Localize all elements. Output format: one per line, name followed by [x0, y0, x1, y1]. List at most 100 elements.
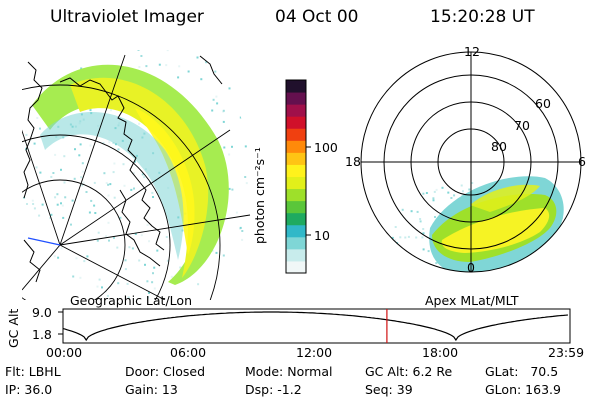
- meridian-line: [22, 124, 61, 246]
- speckle-pixel: [197, 283, 200, 286]
- speckle-pixel: [81, 184, 84, 187]
- speckle-pixel: [131, 247, 134, 250]
- speckle-pixel: [106, 294, 109, 297]
- speckle-pixel: [148, 291, 150, 294]
- speckle-pixel: [453, 194, 456, 197]
- speckle-pixel: [179, 266, 182, 269]
- auroral-band-core: [70, 77, 209, 278]
- auroral-band-inner-edge: [40, 112, 184, 260]
- speckle-pixel: [122, 163, 125, 166]
- speckle-pixel: [461, 190, 464, 193]
- speckle-pixel: [401, 208, 404, 211]
- speckle-pixel: [402, 250, 405, 253]
- speckle-pixel: [61, 204, 64, 207]
- time-tick-label: 00:00: [46, 345, 83, 360]
- speckle-pixel: [133, 187, 135, 190]
- mlat-label-80: 80: [491, 139, 507, 154]
- speckle-pixel: [52, 172, 55, 174]
- speckle-pixel: [435, 262, 438, 265]
- speckle-pixel: [402, 250, 404, 253]
- speckle-pixel: [422, 192, 425, 195]
- speckle-pixel: [107, 183, 110, 186]
- speckle-pixel: [391, 236, 394, 239]
- speckle-pixel: [39, 127, 41, 130]
- speckle-pixel: [214, 70, 217, 73]
- mlat-label-60: 60: [535, 96, 551, 111]
- speckle-pixel: [146, 224, 149, 226]
- speckle-pixel: [241, 238, 244, 241]
- speckle-pixel: [568, 222, 571, 225]
- speckle-pixel: [433, 190, 436, 193]
- speckle-pixel: [98, 278, 101, 281]
- speckle-pixel: [231, 145, 233, 148]
- speckle-pixel: [558, 247, 561, 250]
- speckle-pixel: [138, 259, 141, 262]
- speckle-pixel: [96, 239, 99, 242]
- speckle-pixel: [432, 199, 435, 202]
- speckle-pixel: [105, 182, 108, 184]
- speckle-pixel: [70, 223, 72, 226]
- speckle-pixel: [54, 153, 57, 156]
- speckle-pixel: [549, 258, 552, 261]
- color-bar-strip: [286, 188, 306, 202]
- speckle-pixel: [511, 269, 514, 272]
- speckle-pixel: [117, 148, 120, 151]
- speckle-pixel: [143, 45, 145, 47]
- speckle-pixel: [148, 240, 151, 243]
- speckle-pixel: [540, 261, 543, 264]
- speckle-pixel: [126, 282, 129, 285]
- polar-auroral-oval-core: [441, 208, 550, 253]
- speckle-pixel: [33, 207, 36, 210]
- speckle-pixel: [200, 78, 203, 81]
- speckle-pixel: [435, 188, 438, 191]
- speckle-pixel: [75, 257, 78, 260]
- speckle-pixel: [81, 170, 84, 173]
- speckle-pixel: [39, 171, 42, 174]
- speckle-pixel: [215, 95, 218, 98]
- speckle-pixel: [56, 203, 59, 206]
- geographic-map: [22, 45, 254, 300]
- speckle-pixel: [147, 296, 149, 299]
- speckle-pixel: [89, 109, 92, 112]
- time-tick-label: 23:59: [548, 345, 585, 360]
- speckle-pixel: [467, 279, 469, 281]
- speckle-pixel: [158, 63, 161, 66]
- speckle-pixel: [152, 196, 154, 198]
- speckle-pixel: [441, 186, 444, 189]
- speckle-pixel: [80, 176, 83, 179]
- speckle-pixel: [57, 256, 60, 259]
- speckle-pixel: [35, 166, 38, 169]
- color-bar-strip: [286, 116, 306, 129]
- speckle-pixel: [241, 230, 244, 232]
- color-bar-strip: [286, 248, 306, 262]
- latitude-circle-inner: [22, 179, 126, 300]
- speckle-pixel: [107, 194, 110, 197]
- ip-info: IP: 36.0: [5, 382, 53, 397]
- speckle-pixel: [71, 199, 74, 202]
- speckle-pixel: [41, 203, 44, 206]
- speckle-pixel: [165, 64, 168, 67]
- color-bar-tick-label: 10: [314, 228, 330, 243]
- speckle-pixel: [466, 278, 468, 280]
- speckle-pixel: [90, 199, 93, 202]
- speckle-pixel: [140, 234, 143, 237]
- time-tick-label: 18:00: [422, 345, 459, 360]
- time-tick-label: 12:00: [296, 345, 333, 360]
- speckle-pixel: [54, 196, 57, 199]
- speckle-pixel: [109, 183, 112, 186]
- speckle-pixel: [492, 278, 494, 280]
- speckle-pixel: [177, 76, 180, 79]
- speckle-pixel: [116, 246, 119, 249]
- speckle-pixel: [399, 236, 402, 239]
- speckle-pixel: [81, 162, 84, 165]
- altitude-plot-frame: [62, 308, 571, 344]
- speckle-pixel: [156, 249, 159, 252]
- speckle-pixel: [86, 255, 89, 258]
- speckle-pixel: [63, 155, 66, 158]
- mlat-label-70: 70: [514, 118, 530, 133]
- speckle-pixel: [166, 259, 169, 262]
- speckle-pixel: [416, 210, 419, 213]
- speckle-pixel: [407, 235, 410, 238]
- speckle-pixel: [128, 246, 131, 249]
